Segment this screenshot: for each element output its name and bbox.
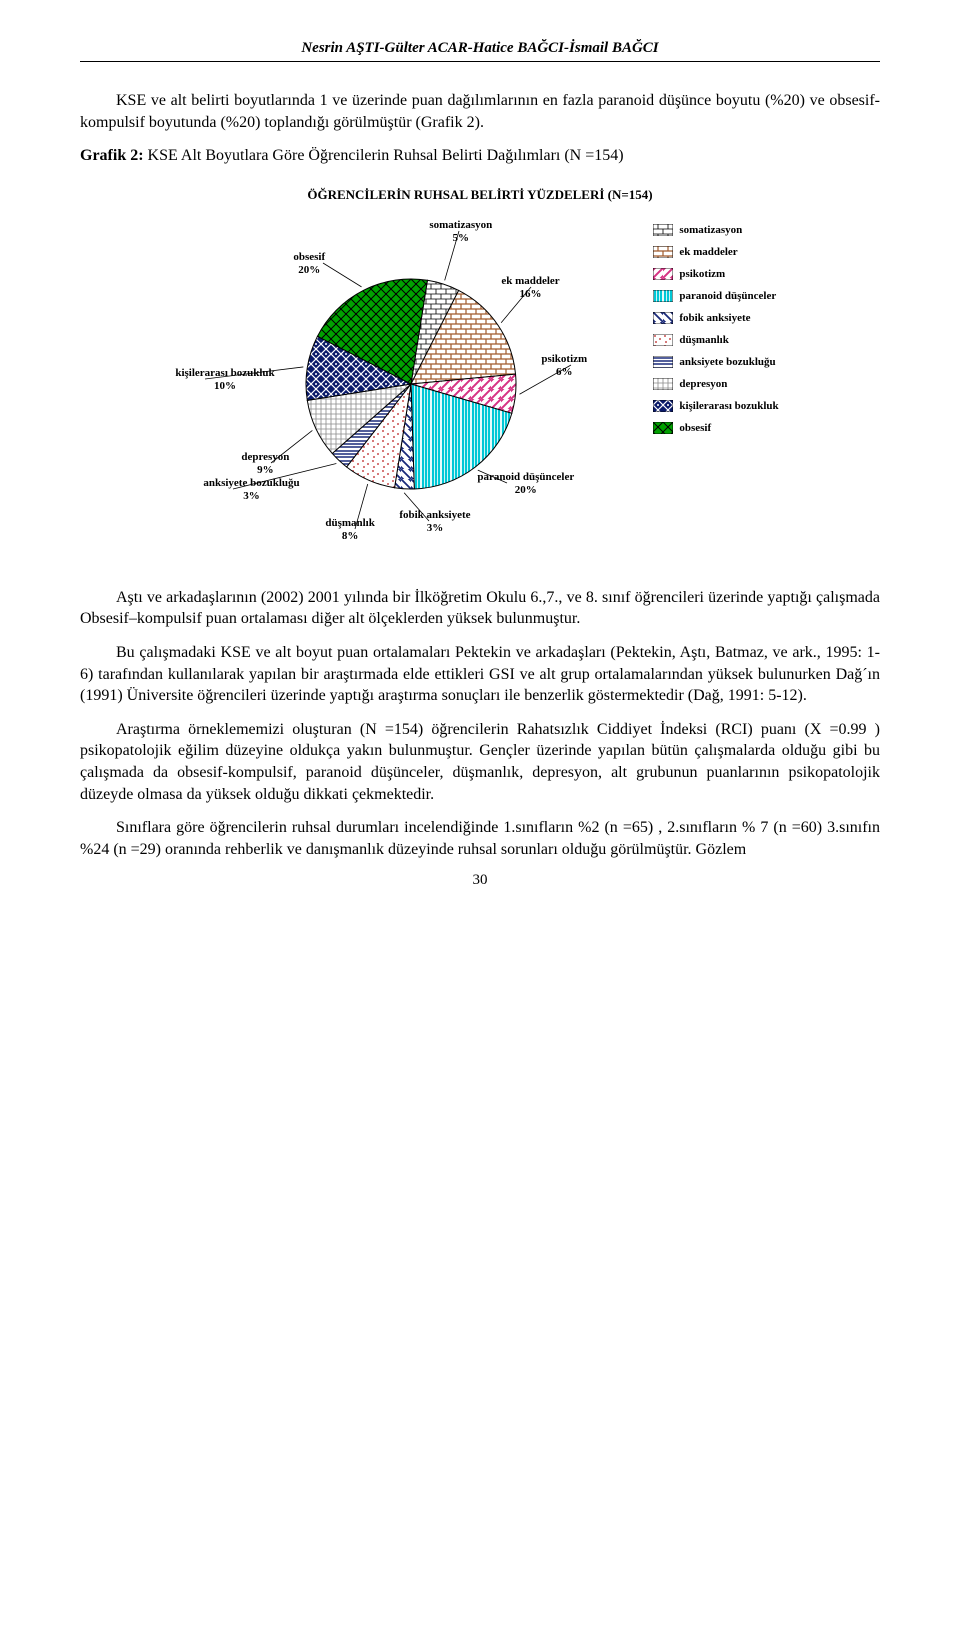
legend-item-fobik: fobik anksiyete [653, 307, 778, 329]
legend-item-depresyon: depresyon [653, 373, 778, 395]
legend: somatizasyonek maddelerpsikotizmparanoid… [653, 219, 778, 439]
legend-item-paranoid: paranoid düşünceler [653, 285, 778, 307]
legend-swatch-icon [653, 268, 673, 280]
pie-label-ek_maddeler: ek maddeler16% [501, 275, 559, 301]
intro-paragraph: KSE ve alt belirti boyutlarında 1 ve üze… [80, 90, 880, 133]
legend-label: obsesif [679, 417, 711, 439]
legend-swatch-icon [653, 400, 673, 412]
pie-label-psikotizm: psikotizm6% [541, 353, 587, 379]
chart-block: ÖĞRENCİLERİN RUHSAL BELİRTİ YÜZDELERİ (N… [80, 187, 880, 559]
chart-title: ÖĞRENCİLERİN RUHSAL BELİRTİ YÜZDELERİ (N… [80, 187, 880, 203]
legend-label: düşmanlık [679, 329, 729, 351]
grafik-caption: Grafik 2: KSE Alt Boyutlara Göre Öğrenci… [80, 145, 880, 167]
pie-label-depresyon: depresyon9% [241, 451, 289, 477]
legend-item-somatizasyon: somatizasyon [653, 219, 778, 241]
body-para-2: Bu çalışmadaki KSE ve alt boyut puan ort… [80, 642, 880, 707]
chart-row: somatizasyon5% ek maddeler16% psikotizm6% p… [80, 219, 880, 559]
pie-label-somatizasyon: somatizasyon5% [429, 219, 492, 245]
body-para-4: Sınıflara göre öğrencilerin ruhsal durum… [80, 817, 880, 860]
legend-swatch-icon [653, 422, 673, 434]
legend-item-anksiyete_boz: anksiyete bozukluğu [653, 351, 778, 373]
legend-label: kişilerarası bozukluk [679, 395, 778, 417]
body-para-3: Araştırma örneklememizi oluşturan (N =15… [80, 719, 880, 805]
legend-label: somatizasyon [679, 219, 742, 241]
legend-item-dusmanlik: düşmanlık [653, 329, 778, 351]
legend-swatch-icon [653, 246, 673, 258]
legend-swatch-icon [653, 334, 673, 346]
pie-label-paranoid: paranoid düşünceler20% [477, 471, 574, 497]
legend-swatch-icon [653, 290, 673, 302]
legend-label: ek maddeler [679, 241, 737, 263]
legend-swatch-icon [653, 312, 673, 324]
legend-item-ek_maddeler: ek maddeler [653, 241, 778, 263]
pie-label-dusmanlik: düşmanlık8% [325, 517, 375, 543]
pie-label-obsesif: obsesif20% [293, 251, 325, 277]
body-para-1: Aştı ve arkadaşlarının (2002) 2001 yılın… [80, 587, 880, 630]
legend-label: fobik anksiyete [679, 307, 750, 329]
pie-label-anksiyete_boz: anksiyete bozukluğu3% [203, 477, 299, 503]
legend-item-kisilerarasi: kişilerarası bozukluk [653, 395, 778, 417]
page-header-authors: Nesrin AŞTI-Gülter ACAR-Hatice BAĞCI-İsm… [80, 40, 880, 57]
legend-item-psikotizm: psikotizm [653, 263, 778, 285]
legend-label: anksiyete bozukluğu [679, 351, 775, 373]
legend-label: paranoid düşünceler [679, 285, 776, 307]
pie-label-kisilerarasi: kişilerarası bozukluk10% [175, 367, 274, 393]
header-rule [80, 61, 880, 62]
grafik-caption-rest: KSE Alt Boyutlara Göre Öğrencilerin Ruhs… [144, 147, 624, 164]
legend-label: psikotizm [679, 263, 725, 285]
pie-chart: somatizasyon5% ek maddeler16% psikotizm6% p… [181, 219, 641, 559]
legend-swatch-icon [653, 378, 673, 390]
legend-swatch-icon [653, 224, 673, 236]
pie-label-fobik: fobik anksiyete3% [399, 509, 470, 535]
grafik-caption-lead: Grafik 2: [80, 147, 144, 164]
legend-item-obsesif: obsesif [653, 417, 778, 439]
legend-label: depresyon [679, 373, 727, 395]
leader-line [323, 263, 362, 287]
page-number: 30 [80, 872, 880, 889]
legend-swatch-icon [653, 356, 673, 368]
